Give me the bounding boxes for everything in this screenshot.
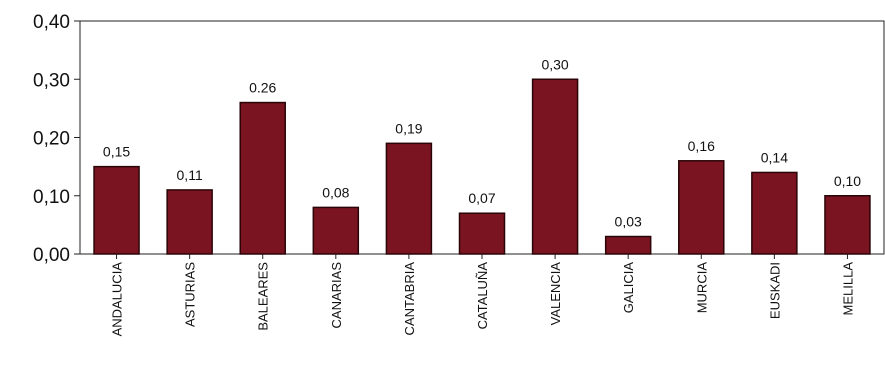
data-label: 0,19 bbox=[395, 120, 422, 136]
x-tick-label: BALEARES bbox=[256, 262, 271, 331]
x-tick-label: ASTURIAS bbox=[183, 262, 198, 327]
data-label: 0.26 bbox=[249, 80, 276, 96]
data-label: 0,16 bbox=[688, 138, 715, 154]
y-tick-label: 0,10 bbox=[33, 187, 70, 208]
bar-euskadi bbox=[751, 171, 798, 255]
x-tick-label: ANDALUCIA bbox=[110, 262, 125, 337]
x-tick-label: GALICIA bbox=[621, 262, 636, 314]
bar-galicia bbox=[604, 235, 652, 255]
x-tick-label: MELILLA bbox=[840, 262, 855, 316]
bar-cataluña bbox=[458, 212, 506, 255]
x-tick-label: CANARIAS bbox=[329, 262, 344, 329]
y-tick-label: 0,20 bbox=[33, 129, 70, 150]
bar-cantabria bbox=[385, 142, 433, 255]
bar-melilla bbox=[824, 195, 871, 255]
bar-murcia bbox=[678, 160, 725, 255]
data-label: 0,11 bbox=[177, 167, 203, 183]
data-label: 0,30 bbox=[541, 56, 568, 72]
bar-baleares bbox=[239, 101, 286, 255]
y-tick-label: 0,30 bbox=[33, 70, 70, 91]
x-axis: ANDALUCIA ASTURIAS BALEARES CANARIAS CANTABR… bbox=[110, 254, 855, 337]
data-labels: 0,15 0,11 0.26 0,08 0,19 0,07 0,30 0,03 0,16 0,14… bbox=[103, 56, 861, 229]
bar-asturias bbox=[166, 189, 213, 255]
y-axis: 0,00 0,10 0,20 0,30 0,40 bbox=[33, 12, 80, 266]
x-tick-label: EUSKADI bbox=[767, 262, 782, 319]
data-label: 0,03 bbox=[615, 214, 642, 230]
bar-valencia bbox=[531, 78, 579, 255]
y-tick-label: 0,00 bbox=[33, 245, 70, 266]
x-tick-label: CATALUÑA bbox=[475, 262, 490, 330]
data-label: 0,08 bbox=[322, 184, 349, 200]
bar-canarias bbox=[312, 206, 360, 255]
data-label: 0,14 bbox=[761, 149, 788, 165]
data-label: 0,07 bbox=[468, 190, 495, 206]
x-tick-label: VALENCIA bbox=[548, 262, 563, 326]
bar-andalucia bbox=[93, 165, 140, 255]
x-tick-label: CANTABRIA bbox=[402, 262, 417, 336]
x-tick-label: MURCIA bbox=[694, 262, 709, 314]
y-tick-label: 0,40 bbox=[33, 12, 70, 33]
data-label: 0,10 bbox=[834, 173, 861, 189]
data-label: 0,15 bbox=[103, 144, 130, 160]
bars bbox=[93, 78, 871, 255]
